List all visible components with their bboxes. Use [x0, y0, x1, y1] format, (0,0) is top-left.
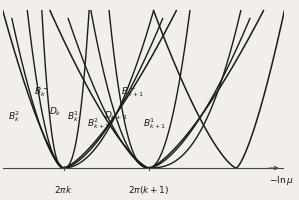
Text: $B_k^1$: $B_k^1$: [67, 109, 79, 124]
Text: $B_{k+1}^1$: $B_{k+1}^1$: [143, 116, 166, 131]
Text: $D_{k+1}$: $D_{k+1}$: [104, 110, 128, 122]
Text: $-\ln\mu$: $-\ln\mu$: [269, 174, 294, 187]
Text: $B_{k+1}^-$: $B_{k+1}^-$: [121, 86, 144, 99]
Text: $B_k^2$: $B_k^2$: [8, 109, 21, 124]
Text: $2\pi(k+1)$: $2\pi(k+1)$: [128, 184, 170, 196]
Text: $B_k^-$: $B_k^-$: [34, 86, 49, 99]
Text: $D_k$: $D_k$: [49, 105, 62, 118]
Text: $B_{k+1}^2$: $B_{k+1}^2$: [87, 116, 110, 131]
Text: $2\pi k$: $2\pi k$: [54, 184, 73, 195]
